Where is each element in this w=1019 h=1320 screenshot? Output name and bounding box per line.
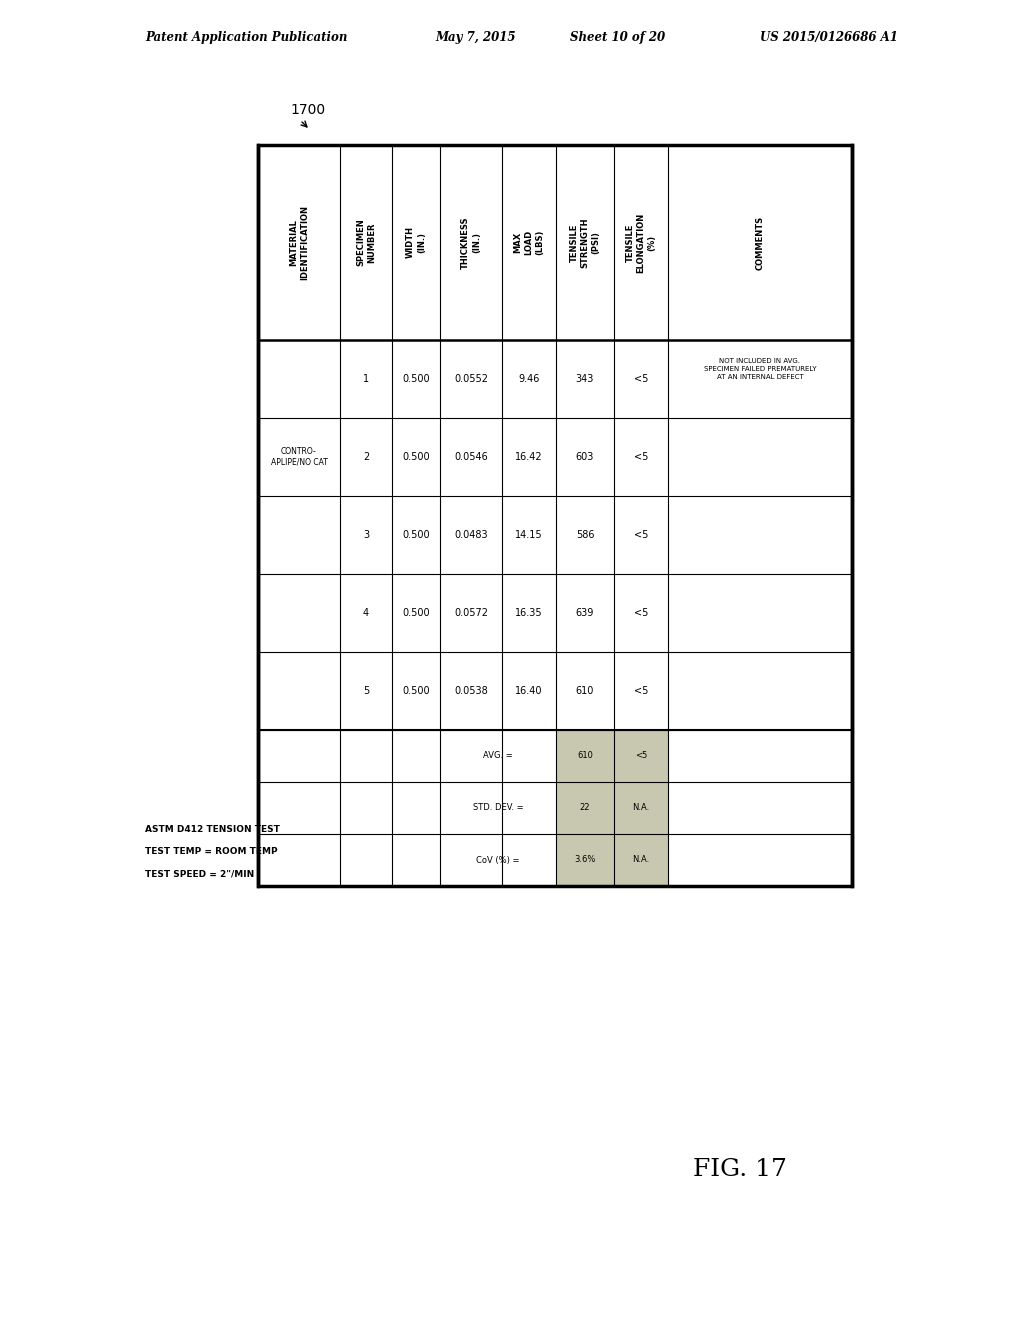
- Text: US 2015/0126686 A1: US 2015/0126686 A1: [759, 30, 897, 44]
- Text: 16.35: 16.35: [515, 609, 542, 618]
- Text: 1700: 1700: [289, 103, 325, 117]
- Text: COMMENTS: COMMENTS: [755, 215, 764, 269]
- Text: 0.0546: 0.0546: [453, 451, 487, 462]
- Text: MAX
LOAD
(LBS): MAX LOAD (LBS): [513, 230, 544, 255]
- Text: Patent Application Publication: Patent Application Publication: [145, 30, 347, 44]
- Bar: [258, 145, 851, 886]
- Bar: [258, 145, 851, 886]
- Text: STD. DEV. =: STD. DEV. =: [472, 804, 523, 813]
- Text: 1: 1: [363, 374, 369, 384]
- Bar: [555, 781, 613, 834]
- Text: TEST TEMP = ROOM TEMP: TEST TEMP = ROOM TEMP: [145, 847, 277, 857]
- Text: TENSILE
ELONGATION
(%): TENSILE ELONGATION (%): [625, 213, 656, 273]
- Text: May 7, 2015: May 7, 2015: [434, 30, 515, 44]
- Text: SPECIMEN
NUMBER: SPECIMEN NUMBER: [356, 219, 376, 267]
- Text: WIDTH
(IN.): WIDTH (IN.): [406, 227, 426, 259]
- Text: 4: 4: [363, 609, 369, 618]
- Text: <5: <5: [633, 374, 647, 384]
- Text: 16.40: 16.40: [515, 686, 542, 696]
- Text: 603: 603: [576, 451, 594, 462]
- Text: 2: 2: [363, 451, 369, 462]
- Text: 3: 3: [363, 531, 369, 540]
- Text: 0.500: 0.500: [401, 374, 429, 384]
- Text: TENSILE
STRENGTH
(PSI): TENSILE STRENGTH (PSI): [569, 218, 600, 268]
- Text: THICKNESS
(IN.): THICKNESS (IN.): [461, 216, 481, 269]
- Text: 3.6%: 3.6%: [574, 855, 595, 865]
- Bar: [613, 834, 667, 886]
- Text: FIG. 17: FIG. 17: [692, 1159, 787, 1181]
- Bar: [555, 730, 613, 781]
- Text: 610: 610: [576, 686, 594, 696]
- Text: <5: <5: [633, 531, 647, 540]
- Text: AVG. =: AVG. =: [483, 751, 513, 760]
- Text: MATERIAL
IDENTIFICATION: MATERIAL IDENTIFICATION: [288, 205, 309, 280]
- Text: NOT INCLUDED IN AVG.
SPECIMEN FAILED PREMATURELY
AT AN INTERNAL DEFECT: NOT INCLUDED IN AVG. SPECIMEN FAILED PRE…: [703, 358, 815, 380]
- Text: 0.500: 0.500: [401, 531, 429, 540]
- Text: 639: 639: [576, 609, 594, 618]
- Text: <5: <5: [633, 451, 647, 462]
- Bar: [613, 781, 667, 834]
- Text: CONTRO-
APLIPE/NO CAT: CONTRO- APLIPE/NO CAT: [270, 447, 327, 467]
- Text: 5: 5: [363, 686, 369, 696]
- Text: 16.42: 16.42: [515, 451, 542, 462]
- Text: <5: <5: [634, 751, 646, 760]
- Text: CoV (%) =: CoV (%) =: [476, 855, 520, 865]
- Text: 0.500: 0.500: [401, 609, 429, 618]
- Text: <5: <5: [633, 686, 647, 696]
- Text: 14.15: 14.15: [515, 531, 542, 540]
- Text: 586: 586: [575, 531, 594, 540]
- Bar: [555, 834, 613, 886]
- Text: 0.500: 0.500: [401, 451, 429, 462]
- Text: <5: <5: [633, 609, 647, 618]
- Text: 0.0572: 0.0572: [453, 609, 487, 618]
- Text: 0.0538: 0.0538: [453, 686, 487, 696]
- Text: 610: 610: [577, 751, 592, 760]
- Text: 0.500: 0.500: [401, 686, 429, 696]
- Text: TEST SPEED = 2"/MIN: TEST SPEED = 2"/MIN: [145, 870, 254, 879]
- Bar: [613, 730, 667, 781]
- Text: 343: 343: [576, 374, 594, 384]
- Text: 22: 22: [579, 804, 590, 813]
- Text: ASTM D412 TENSION TEST: ASTM D412 TENSION TEST: [145, 825, 279, 834]
- Text: Sheet 10 of 20: Sheet 10 of 20: [570, 30, 664, 44]
- Text: 0.0483: 0.0483: [453, 531, 487, 540]
- Text: N.A.: N.A.: [632, 804, 649, 813]
- Text: N.A.: N.A.: [632, 855, 649, 865]
- Text: 9.46: 9.46: [518, 374, 539, 384]
- Text: 0.0552: 0.0552: [453, 374, 487, 384]
